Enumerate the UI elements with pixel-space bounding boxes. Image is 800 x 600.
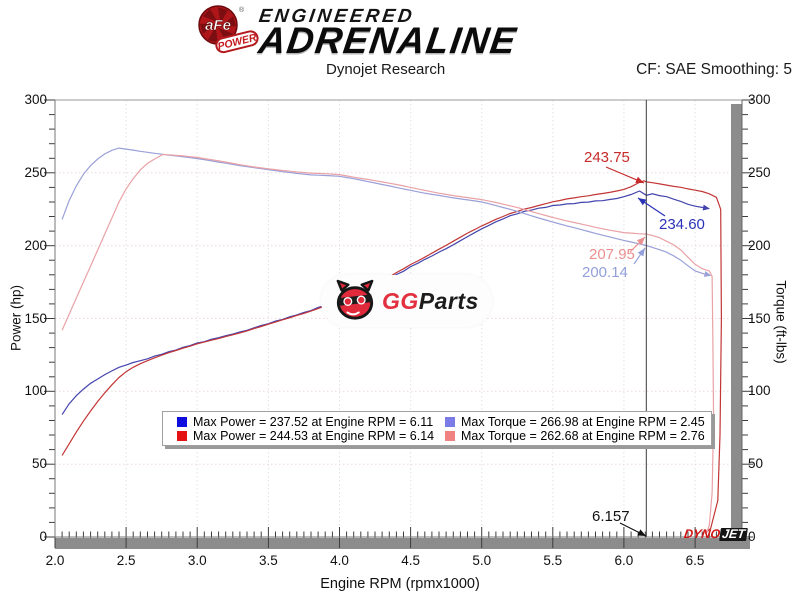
cursor-value-label: 207.95 — [589, 246, 635, 263]
bottom-shadow-bar — [55, 538, 750, 549]
x-tick-label: 4.5 — [401, 553, 420, 568]
y-left-tick-label: 200 — [24, 237, 47, 253]
power-banner — [215, 30, 259, 54]
legend-item: Max Torque = 262.68 at Engine RPM = 2.76 — [445, 429, 705, 443]
cursor-value-label: 6.157 — [592, 508, 630, 525]
y-right-tick-label: 300 — [748, 92, 771, 107]
legend-item-label: Max Power = 244.53 at Engine RPM = 6.14 — [193, 429, 435, 443]
ggparts-watermark: GGParts — [321, 275, 492, 327]
legend-item: Max Power = 244.53 at Engine RPM = 6.14 — [177, 429, 445, 443]
cursor-value-label: 200.14 — [582, 264, 628, 281]
dynojet-logo-jet: JET — [719, 527, 748, 541]
y-left-tick-label: 250 — [24, 164, 47, 180]
cursor-value-label: 243.75 — [584, 149, 630, 166]
smoothing-setting: CF: SAE Smoothing: 5 — [636, 61, 792, 78]
afe-badge-text: aFe — [205, 17, 231, 34]
legend-power-column: Max Power = 237.52 at Engine RPM = 6.11 M… — [177, 415, 445, 443]
power-red-curve — [61, 180, 723, 534]
right-shadow-bar — [731, 104, 742, 549]
legend-item: Max Torque = 266.98 at Engine RPM = 2.45 — [445, 415, 705, 429]
legend-swatch — [177, 417, 187, 427]
y-right-tick-label: 0 — [748, 529, 756, 544]
legend-item-label: Max Torque = 266.98 at Engine RPM = 2.45 — [461, 415, 705, 429]
x-tick-label: 2.0 — [45, 553, 65, 568]
x-tick-label: 3.0 — [187, 553, 207, 568]
y-left-tick-label: 50 — [31, 456, 47, 472]
legend-box: Max Power = 237.52 at Engine RPM = 6.11 M… — [162, 411, 712, 446]
y-right-tick-label: 200 — [748, 237, 771, 253]
x-tick-label: 6.5 — [685, 553, 705, 568]
legend-swatch — [445, 417, 455, 427]
y-right-tick-label: 250 — [748, 164, 771, 180]
cursor-value-label: 234.60 — [659, 216, 705, 233]
legend-item: Max Power = 237.52 at Engine RPM = 6.11 — [177, 415, 445, 429]
dynojet-logo: DYNO JET — [683, 527, 748, 541]
x-tick-label: 3.5 — [258, 553, 278, 568]
y-right-tick-label: 150 — [748, 310, 771, 326]
torque-red-curve — [61, 153, 715, 534]
legend-swatch — [445, 431, 455, 441]
legend-item-label: Max Power = 237.52 at Engine RPM = 6.11 — [193, 415, 434, 429]
ggparts-mascot-icon — [336, 279, 374, 320]
dynojet-logo-dyno: DYNO — [683, 527, 722, 541]
afe-power-logo: aFe ® POWER — [198, 5, 259, 54]
x-tick-label: 4.0 — [330, 553, 349, 568]
legend-item-label: Max Torque = 262.68 at Engine RPM = 2.76 — [461, 429, 705, 443]
x-axis-title: Engine RPM (rpmx1000) — [320, 576, 480, 592]
ggparts-wordmark: GGParts — [382, 288, 479, 314]
y-right-tick-label: 100 — [748, 383, 771, 399]
y-left-tick-label: 300 — [24, 92, 47, 107]
chart-title: Dynojet Research — [326, 61, 446, 78]
y-left-tick-label: 150 — [24, 310, 47, 326]
x-tick-label: 5.5 — [543, 553, 563, 568]
legend-torque-column: Max Torque = 266.98 at Engine RPM = 2.45… — [445, 415, 705, 443]
x-tick-label: 2.5 — [116, 553, 136, 568]
x-tick-label: 6.0 — [614, 553, 634, 568]
y-right-tick-label: 50 — [748, 456, 764, 472]
y-left-tick-label: 0 — [39, 529, 47, 544]
y-left-tick-label: 100 — [24, 383, 47, 399]
afe-registered-mark: ® — [239, 6, 245, 14]
legend-swatch — [177, 431, 187, 441]
x-tick-label: 5.0 — [472, 553, 492, 568]
